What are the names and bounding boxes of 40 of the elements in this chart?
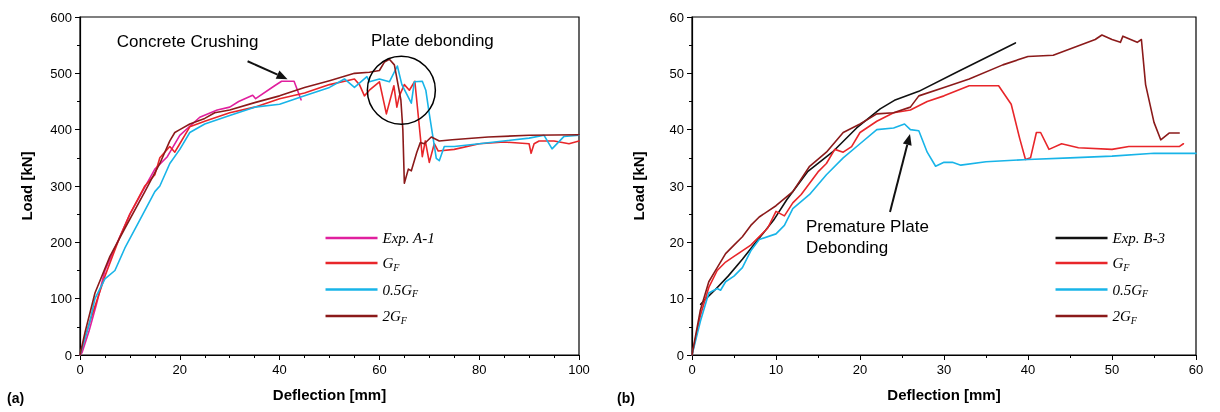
x-axis-title: Deflection [mm] — [887, 386, 1001, 403]
y-tick-label: 100 — [50, 291, 72, 307]
annotation: Plate debonding — [370, 30, 494, 52]
x-tick-label: 10 — [768, 362, 784, 377]
y-tick-label: 600 — [50, 9, 72, 25]
y-tick-label: 30 — [669, 178, 684, 194]
x-tick-label: 60 — [372, 362, 387, 377]
x-axis-title: Deflection [mm] — [272, 386, 387, 403]
text: (a) — [7, 390, 25, 406]
y-tick-label: 40 — [669, 122, 684, 138]
x-tick-label: 0 — [688, 362, 696, 377]
annotation: Premature Plate Debonding — [806, 216, 930, 259]
x-tick-label: 60 — [1188, 362, 1204, 377]
line-series — [699, 42, 1017, 306]
annotation: Concrete Crushing — [116, 31, 259, 53]
x-tick-label: 100 — [568, 362, 590, 377]
legend-label: Exp. A-1 — [381, 230, 435, 246]
y-tick-label: 50 — [669, 65, 684, 81]
y-tick-label: 20 — [669, 234, 684, 250]
x-tick-label: 40 — [1020, 362, 1036, 377]
y-axis-title: Load [kN] — [630, 151, 647, 221]
y-tick-label: 10 — [669, 291, 684, 307]
y-tick-label: 0 — [676, 347, 684, 363]
x-tick-label: 50 — [1104, 362, 1120, 377]
x-tick-label: 20 — [852, 362, 868, 377]
y-tick-label: 500 — [50, 65, 72, 81]
x-tick-label: 40 — [272, 362, 287, 377]
text: (b) — [617, 390, 635, 406]
y-axis-title: Load [kN] — [18, 151, 35, 221]
x-tick-label: 80 — [471, 362, 487, 377]
y-tick-label: 60 — [669, 9, 684, 25]
y-tick-label: 200 — [50, 234, 72, 250]
y-tick-label: 400 — [50, 122, 72, 138]
x-tick-label: 0 — [76, 362, 84, 377]
line-series — [691, 34, 1180, 356]
y-tick-label: 0 — [64, 347, 72, 363]
y-tick-label: 300 — [50, 178, 72, 194]
x-tick-label: 20 — [172, 362, 188, 377]
legend-label: Exp. B-3 — [1111, 230, 1166, 246]
x-tick-label: 30 — [936, 362, 952, 377]
